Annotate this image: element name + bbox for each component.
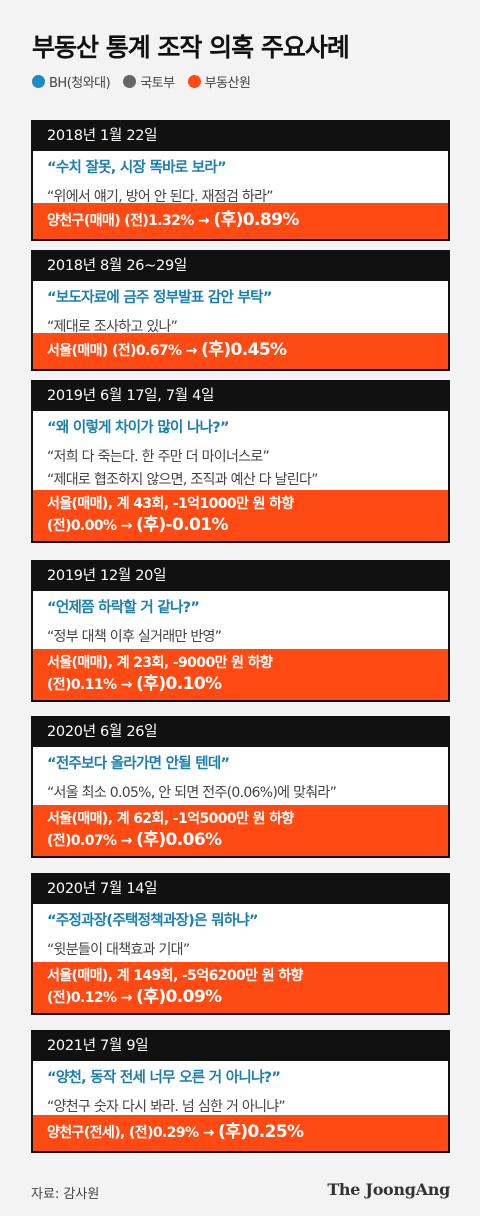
result-detail: 서울(매매), 계 62회, -1억5000만 원 하향 bbox=[47, 811, 294, 827]
case-date: 2018년 1월 22일 bbox=[33, 122, 448, 151]
quote-bh: “왜 이렇게 차이가 많이 나나?” bbox=[47, 420, 230, 436]
quote-molit: “윗분들이 대책효과 기대” bbox=[47, 942, 190, 958]
legend-item-molit: 국토부 bbox=[123, 72, 175, 91]
legend-item-bh: BH(청와대) bbox=[32, 72, 111, 91]
brand-logo: The JoongAng bbox=[327, 1180, 450, 1199]
result-after: (후)0.45% bbox=[201, 340, 287, 360]
legend-dot-reb bbox=[187, 75, 201, 88]
result-detail: 서울(매매), 계 43회, -1억1000만 원 하향 bbox=[47, 496, 294, 512]
result-after: (후)-0.01% bbox=[136, 515, 228, 535]
result-after: (후)0.06% bbox=[136, 830, 222, 850]
quote-bh: “수치 잘못, 시장 똑바로 보라” bbox=[47, 160, 227, 176]
result-before: 서울(매매) (전)0.67% → bbox=[47, 343, 202, 359]
result-before: 양천구(전세), (전)0.29% → bbox=[47, 1125, 219, 1141]
legend-label-bh: BH(청와대) bbox=[49, 76, 111, 91]
case-card: 2020년 7월 14일 “주정과장(주택정책과장)은 뭐하냐” “윗분들이 대… bbox=[31, 873, 450, 1015]
quote-molit: “제대로 조사하고 있나” bbox=[47, 319, 178, 335]
quote-molit: “정부 대책 이후 실거래만 반영” bbox=[47, 629, 222, 645]
legend-label-molit: 국토부 bbox=[140, 76, 175, 91]
quote-molit: “서울 최소 0.05%, 안 되면 전주(0.06%)에 맞춰라” bbox=[47, 785, 337, 801]
case-card: 2020년 6월 26일 “전주보다 올라가면 안될 텐데” “서울 최소 0.… bbox=[31, 716, 450, 858]
quote-molit: “양천구 숫자 다시 봐라. 넘 심한 거 아니냐” bbox=[47, 1099, 286, 1115]
legend-label-reb: 부동산원 bbox=[204, 76, 251, 91]
quote-bh: “보도자료에 금주 정부발표 감안 부탁” bbox=[47, 290, 272, 306]
quote-molit: “저희 다 죽는다. 한 주만 더 마이너스로” bbox=[47, 449, 270, 465]
quote-bh: “언제쯤 하락할 거 같나?” bbox=[47, 600, 200, 616]
quote-bh: “주정과장(주택정책과장)은 뭐하냐” bbox=[47, 913, 259, 929]
result-bar: 서울(매매) (전)0.67% → (후)0.45% bbox=[33, 333, 448, 369]
case-date: 2020년 7월 14일 bbox=[33, 875, 448, 904]
result-before: (전)0.00% → bbox=[47, 518, 137, 534]
case-date: 2021년 7월 9일 bbox=[33, 1032, 448, 1061]
case-date: 2020년 6월 26일 bbox=[33, 718, 448, 747]
case-date: 2019년 12월 20일 bbox=[33, 562, 448, 591]
quote-molit: “제대로 협조하지 않으면, 조직과 예산 다 날린다” bbox=[47, 472, 318, 488]
page-title: 부동산 통계 조작 의혹 주요사례 bbox=[32, 33, 350, 62]
legend: BH(청와대) 국토부 부동산원 bbox=[32, 72, 263, 91]
result-before: (전)0.07% → bbox=[47, 833, 137, 849]
quote-bh: “전주보다 올라가면 안될 텐데” bbox=[47, 756, 230, 772]
case-card: 2019년 6월 17일, 7월 4일 “왜 이렇게 차이가 많이 나나?” “… bbox=[31, 380, 450, 543]
result-bar: 양천구(전세), (전)0.29% → (후)0.25% bbox=[33, 1115, 448, 1151]
case-card: 2019년 12월 20일 “언제쯤 하락할 거 같나?” “정부 대책 이후 … bbox=[31, 560, 450, 702]
case-card: 2018년 8월 26~29일 “보도자료에 금주 정부발표 감안 부탁” “제… bbox=[31, 250, 450, 371]
legend-dot-bh bbox=[32, 75, 45, 88]
result-bar: 서울(매매), 계 43회, -1억1000만 원 하향 (전)0.00% → … bbox=[33, 490, 448, 541]
result-before: 양천구(매매) (전)1.32% → bbox=[47, 213, 214, 229]
result-before: (전)0.12% → bbox=[47, 990, 137, 1006]
result-bar: 서울(매매), 계 149회, -5억6200만 원 하향 (전)0.12% →… bbox=[33, 962, 448, 1013]
case-card: 2018년 1월 22일 “수치 잘못, 시장 똑바로 보라” “위에서 얘기,… bbox=[31, 120, 450, 241]
quote-bh: “양천, 동작 전세 너무 오른 거 아니냐?” bbox=[47, 1070, 281, 1086]
result-detail: 서울(매매), 계 23회, -9000만 원 하향 bbox=[47, 655, 273, 671]
result-detail: 서울(매매), 계 149회, -5억6200만 원 하향 bbox=[47, 968, 303, 984]
result-before: (전)0.11% → bbox=[47, 677, 137, 693]
result-after: (후)0.89% bbox=[213, 210, 299, 230]
source-note: 자료: 감사원 bbox=[31, 1187, 100, 1202]
quote-molit: “위에서 얘기, 방어 안 된다. 재점검 하라” bbox=[47, 189, 274, 205]
case-date: 2019년 6월 17일, 7월 4일 bbox=[33, 382, 448, 411]
case-date: 2018년 8월 26~29일 bbox=[33, 252, 448, 281]
result-after: (후)0.25% bbox=[218, 1122, 304, 1142]
case-card: 2021년 7월 9일 “양천, 동작 전세 너무 오른 거 아니냐?” “양천… bbox=[31, 1030, 450, 1153]
legend-dot-molit bbox=[123, 75, 137, 88]
result-bar: 서울(매매), 계 62회, -1억5000만 원 하향 (전)0.07% → … bbox=[33, 805, 448, 856]
result-after: (후)0.09% bbox=[136, 987, 222, 1007]
result-after: (후)0.10% bbox=[136, 674, 222, 694]
legend-item-reb: 부동산원 bbox=[187, 72, 251, 91]
result-bar: 서울(매매), 계 23회, -9000만 원 하향 (전)0.11% → (후… bbox=[33, 649, 448, 700]
result-bar: 양천구(매매) (전)1.32% → (후)0.89% bbox=[33, 203, 448, 239]
